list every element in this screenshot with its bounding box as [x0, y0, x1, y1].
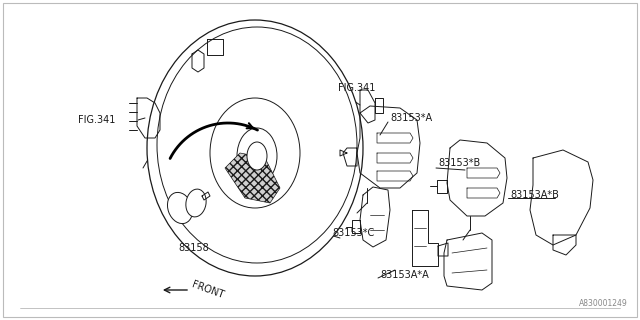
- Ellipse shape: [247, 142, 267, 170]
- Text: 83153A*B: 83153A*B: [510, 190, 559, 200]
- Text: A830001249: A830001249: [579, 299, 628, 308]
- Text: FIG.341: FIG.341: [78, 115, 115, 125]
- Ellipse shape: [147, 20, 363, 276]
- Text: 83153*A: 83153*A: [390, 113, 432, 123]
- Text: 83153A*A: 83153A*A: [380, 270, 429, 280]
- Text: FRONT: FRONT: [190, 280, 225, 300]
- Text: 83158: 83158: [178, 243, 209, 253]
- Text: 83153*C: 83153*C: [332, 228, 374, 238]
- Ellipse shape: [210, 98, 300, 208]
- Ellipse shape: [237, 128, 277, 184]
- Polygon shape: [225, 153, 280, 203]
- Text: FIG.341: FIG.341: [338, 83, 376, 93]
- Ellipse shape: [168, 192, 193, 224]
- Ellipse shape: [186, 189, 206, 217]
- Text: 83153*B: 83153*B: [438, 158, 480, 168]
